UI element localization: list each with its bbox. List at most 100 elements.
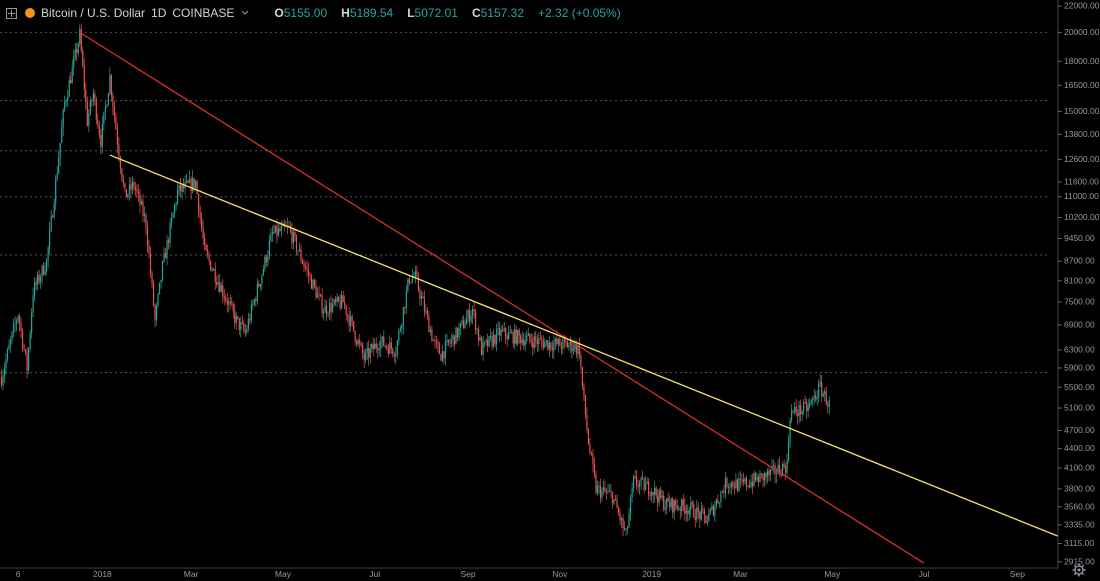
- candle-body: [446, 339, 448, 342]
- candle-body: [801, 411, 803, 415]
- candle-body: [213, 268, 215, 271]
- candle-body: [183, 184, 185, 189]
- candle-body: [553, 343, 555, 351]
- candle-body: [378, 348, 380, 351]
- candle-body: [682, 499, 684, 506]
- exchange[interactable]: COINBASE: [172, 6, 235, 20]
- candle-body: [350, 316, 352, 326]
- candle-body: [465, 317, 468, 325]
- candle-body: [143, 214, 146, 216]
- candle-body: [586, 414, 588, 430]
- candle-body: [179, 184, 182, 192]
- time-axis[interactable]: 6 2018 Mar May Jul Sep Nov 2019 Mar May Jul Sep: [0, 567, 1100, 581]
- candle-body: [195, 181, 197, 188]
- price-axis-bg: [1058, 0, 1100, 568]
- candle-body: [202, 228, 204, 239]
- candle-body: [310, 275, 313, 289]
- price-tick-label: 5500.00: [1064, 382, 1095, 392]
- candle-body: [608, 490, 611, 492]
- candle-body: [459, 322, 462, 328]
- candle-body: [65, 100, 67, 102]
- candle-body: [190, 178, 192, 192]
- candle-body: [437, 342, 439, 345]
- candle-body: [134, 186, 137, 190]
- candle-body: [130, 184, 132, 190]
- candle-body: [235, 316, 237, 323]
- candle-body: [596, 485, 599, 493]
- price-tick-label: 9450.00: [1064, 233, 1095, 243]
- candle-body: [276, 225, 278, 236]
- time-tick-label: Jul: [369, 569, 380, 579]
- chevron-down-icon[interactable]: [242, 10, 249, 16]
- candle-body: [396, 340, 398, 355]
- candle-body: [68, 80, 70, 97]
- candle-body: [47, 246, 49, 260]
- candle-body: [100, 135, 102, 148]
- candle-body: [360, 343, 362, 346]
- candle-body: [511, 332, 513, 334]
- price-axis[interactable]: 22000.00 20000.00 18000.00 16500.00 15000.00…: [1057, 0, 1100, 568]
- candle-body: [490, 335, 492, 337]
- candle-body: [199, 212, 201, 218]
- candle-body: [529, 333, 531, 340]
- expand-icon[interactable]: [6, 7, 17, 19]
- price-tick-label: 13800.00: [1064, 129, 1100, 139]
- candle-body: [336, 296, 338, 302]
- open-value: 5155.00: [283, 6, 328, 20]
- candle-body: [574, 343, 576, 350]
- candle-body: [524, 340, 526, 346]
- candle-body: [280, 226, 283, 232]
- candle-body: [626, 527, 629, 530]
- candle-body: [139, 193, 141, 205]
- candle-body: [672, 498, 674, 513]
- price-tick-label: 11000.00: [1064, 191, 1099, 201]
- candle-body: [639, 482, 641, 488]
- candle-body: [330, 303, 332, 312]
- candle-body: [253, 299, 255, 305]
- candle-body: [828, 400, 830, 407]
- candle-body: [347, 314, 349, 316]
- candle-body: [712, 505, 714, 516]
- price-tick-label: 6300.00: [1064, 344, 1095, 354]
- candle-body: [112, 95, 114, 107]
- price-tick-label: 8100.00: [1064, 275, 1095, 285]
- candle-body: [318, 293, 320, 295]
- candle-body: [297, 251, 299, 252]
- candle-body: [172, 213, 174, 218]
- candle-body: [673, 500, 675, 513]
- candle-body: [696, 507, 698, 520]
- candle-body: [110, 75, 112, 96]
- candle-body: [61, 127, 63, 143]
- candle-body: [688, 509, 690, 514]
- candle-body: [35, 282, 37, 285]
- candle-body: [79, 29, 81, 44]
- candle-body: [41, 265, 43, 278]
- candle-body: [547, 340, 549, 350]
- candle-body: [169, 222, 171, 244]
- candle-body: [167, 240, 170, 244]
- candle-body: [292, 232, 295, 244]
- candle-body: [658, 489, 660, 503]
- candle-body: [800, 404, 802, 415]
- candle-body: [24, 349, 27, 353]
- candle-body: [432, 339, 435, 341]
- symbol-name[interactable]: Bitcoin / U.S. Dollar: [41, 6, 146, 20]
- interval[interactable]: 1D: [151, 6, 167, 20]
- candle-body: [791, 411, 793, 420]
- candle-body: [786, 459, 788, 473]
- candle-body: [711, 505, 713, 510]
- gear-icon[interactable]: [1072, 563, 1086, 577]
- candle-body: [766, 470, 769, 477]
- candle-body: [617, 508, 620, 514]
- candle-body: [64, 101, 66, 110]
- candle-body: [571, 340, 573, 352]
- red-trendline: [79, 31, 925, 564]
- candle-body: [158, 282, 161, 294]
- candle-body: [827, 404, 829, 407]
- candle-body: [399, 328, 401, 331]
- time-tick-label: Mar: [733, 569, 748, 579]
- candle-body: [258, 283, 260, 287]
- candle-body: [825, 391, 827, 405]
- candle-body: [664, 507, 666, 510]
